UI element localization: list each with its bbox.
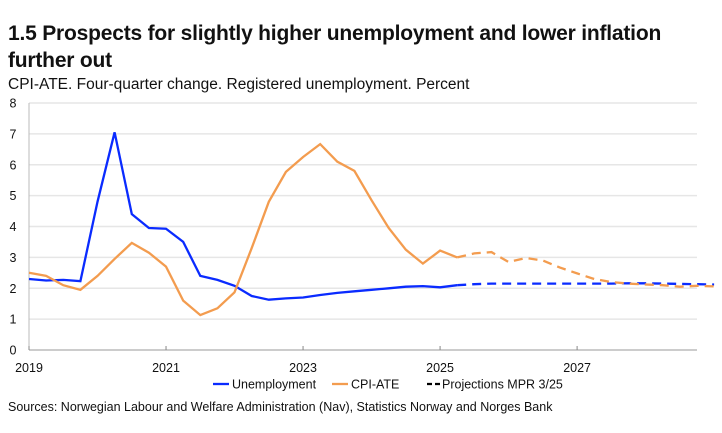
legend-label: Projections MPR 3/25 [442, 378, 563, 392]
chart-title: 1.5 Prospects for slightly higher unempl… [8, 22, 662, 72]
y-tick-label: 8 [10, 97, 17, 111]
y-tick-label: 0 [10, 344, 17, 358]
sources-note: Sources: Norwegian Labour and Welfare Ad… [8, 400, 553, 414]
series-line-unemployment-projection [457, 282, 715, 287]
y-tick-label: 2 [10, 282, 17, 296]
y-tick-label: 3 [10, 251, 17, 265]
x-tick-label: 2021 [152, 361, 180, 375]
legend-label: CPI-ATE [351, 378, 399, 392]
y-tick-label: 1 [10, 313, 17, 327]
series-line-cpi-ate-projection [456, 250, 715, 288]
x-tick-label: 2019 [15, 361, 43, 375]
chart-subtitle: CPI-ATE. Four-quarter change. Registered… [8, 76, 470, 93]
x-tick-label: 2027 [563, 361, 591, 375]
series-line-unemployment [28, 132, 458, 301]
legend-label: Unemployment [232, 378, 317, 392]
x-tick-label: 2023 [289, 361, 317, 375]
x-tick-label: 2025 [426, 361, 454, 375]
y-tick-label: 7 [10, 127, 17, 141]
series-line-cpi-ate [28, 142, 458, 317]
y-tick-label: 5 [10, 189, 17, 203]
y-tick-label: 6 [10, 158, 17, 172]
y-tick-label: 4 [10, 220, 17, 234]
